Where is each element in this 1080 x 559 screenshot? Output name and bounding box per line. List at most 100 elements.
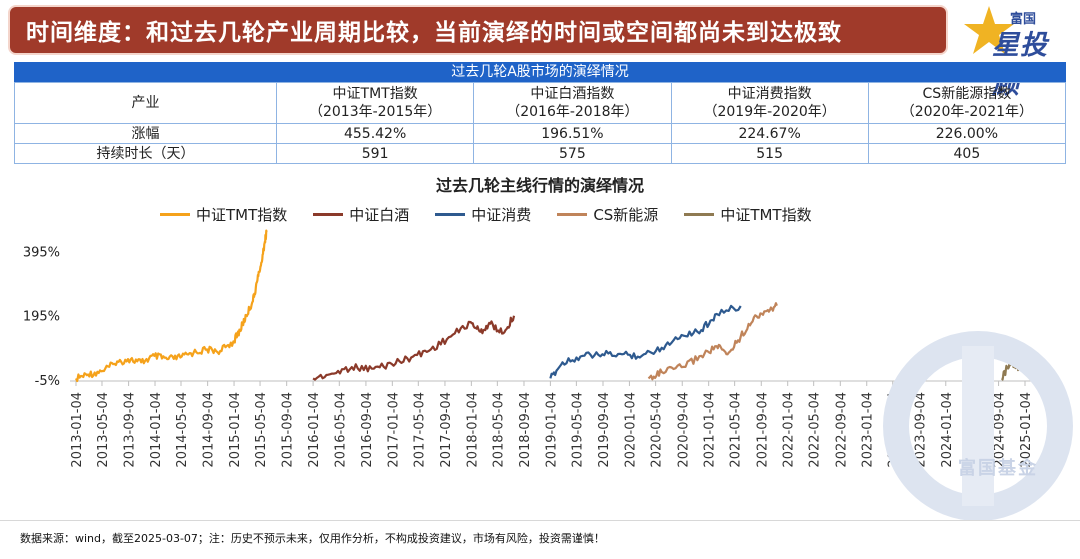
x-tick-label: 2021-09-04: [755, 392, 770, 468]
table-cell: 515: [670, 143, 869, 164]
y-tick-label: -5%: [35, 374, 60, 389]
cell-text: 中证白酒指数: [530, 86, 615, 102]
cell-text: 405: [953, 145, 981, 162]
x-tick-label: 2017-05-04: [412, 392, 427, 468]
series-line: [549, 304, 742, 379]
market-table: 过去几轮A股市场的演绎情况 产业 中证TMT指数 （2013年-2015年） 中证白酒…: [14, 62, 1067, 164]
x-tick-label: 2024-01-04: [940, 392, 955, 468]
x-tick-label: 2016-01-04: [307, 392, 322, 468]
x-tick-label: 2013-05-04: [96, 392, 111, 468]
x-tick-label: 2023-01-04: [861, 392, 876, 468]
y-tick-label: 395%: [23, 245, 60, 260]
x-tick-label: 2023-09-04: [913, 392, 928, 468]
legend-label: 中证TMT指数: [196, 205, 288, 224]
x-tick-label: 2017-01-04: [386, 392, 401, 468]
x-tick-label: 2018-01-04: [465, 392, 480, 468]
page-title: 时间维度：和过去几轮产业周期比较，当前演绎的时间或空间都尚未到达极致: [26, 20, 842, 46]
legend-swatch: [557, 212, 588, 216]
cell-text: 226.00%: [935, 125, 999, 142]
table-cell: 中证TMT指数 （2013年-2015年）: [275, 82, 475, 124]
cell-text: （2019年-2020年）: [703, 104, 836, 120]
series-line: [647, 302, 778, 381]
x-tick-label: 2019-01-04: [544, 392, 559, 468]
legend-item: CS新能源: [557, 204, 658, 225]
legend-item: 中证TMT指数: [160, 204, 287, 225]
table-cell: 575: [473, 143, 672, 164]
cell-text: 196.51%: [541, 125, 604, 142]
legend-item: 中证TMT指数: [684, 204, 812, 225]
x-tick-label: 2015-05-04: [254, 392, 269, 468]
legend-swatch: [160, 212, 190, 216]
x-tick-label: 2016-05-04: [333, 392, 348, 468]
legend-swatch: [684, 212, 715, 216]
x-tick-label: 2020-01-04: [623, 392, 638, 468]
table-row: 产业 中证TMT指数 （2013年-2015年） 中证白酒指数 （2016年-2018年…: [14, 82, 1067, 124]
x-tick-label: 2013-01-04: [70, 392, 85, 468]
x-tick-label: 2015-01-04: [228, 392, 243, 468]
series-line: [75, 229, 268, 383]
legend-label: 中证消费: [471, 205, 532, 224]
legend-swatch: [435, 212, 466, 216]
footer-note: 数据来源：wind，截至2025-03-07；注：历史不预示未来，仅用作分析，不…: [20, 532, 605, 545]
star-icon: [964, 6, 1014, 54]
chart-title: 过去几轮主线行情的演绎情况: [435, 176, 644, 195]
legend-swatch: [313, 212, 344, 216]
cell-text: 中证消费指数: [727, 86, 812, 102]
x-tick-label: 2014-05-04: [175, 392, 190, 468]
line-chart: 395% 195% -5% 2013-01-04 2013-05-04 2013-09-0…: [23, 229, 1045, 468]
series-line: [312, 315, 516, 381]
legend-item: 中证消费: [435, 204, 531, 225]
table-cell: 226.00%: [867, 123, 1067, 144]
legend-label: 中证白酒: [349, 205, 410, 224]
watermark-text: 富国基金: [958, 458, 1038, 479]
table-caption: 过去几轮A股市场的演绎情况: [14, 62, 1066, 82]
cell-text: 591: [361, 145, 389, 162]
x-tick-label: 2021-05-04: [729, 392, 744, 468]
cell-text: CS新能源指数: [922, 86, 1012, 102]
x-tick-label: 2018-05-04: [491, 392, 506, 468]
cell-text: 中证TMT指数: [332, 86, 418, 102]
x-tick-label: 2018-09-04: [518, 392, 533, 468]
legend-item: 中证白酒: [313, 204, 409, 225]
x-tick-label: 2014-01-04: [149, 392, 164, 468]
x-tick-label: 2025-01-04: [1019, 392, 1034, 468]
row-label: 产业: [14, 82, 277, 124]
chart-legend: 中证TMT指数 中证白酒 中证消费 CS新能源 中证TMT指数: [160, 203, 838, 225]
x-tick-label: 2024-09-04: [993, 392, 1008, 468]
table-cell: 455.42%: [275, 123, 475, 144]
y-tick-label: 195%: [23, 310, 60, 325]
info-table: 产业 中证TMT指数 （2013年-2015年） 中证白酒指数 （2016年-2018年…: [14, 82, 1067, 164]
table-row: 持续时长（天） 591 575 515 405: [14, 143, 1067, 164]
x-tick-label: 2019-05-04: [570, 392, 585, 468]
footer-divider: [0, 520, 1080, 521]
logo-small-text: 富国: [1010, 12, 1037, 27]
x-tick-label: 2022-09-04: [834, 392, 849, 468]
x-tick-label: 2022-05-04: [808, 392, 823, 468]
cell-text: 515: [756, 145, 783, 162]
legend-label: 中证TMT指数: [720, 205, 812, 224]
table-cell: CS新能源指数 （2020年-2021年）: [867, 82, 1067, 124]
x-tick-label: 2013-09-04: [123, 392, 138, 468]
x-tick-label: 2016-09-04: [360, 392, 375, 468]
cell-text: （2020年-2021年）: [900, 104, 1034, 120]
x-tick-label: 2017-09-04: [439, 392, 454, 468]
table-cell: 405: [867, 143, 1067, 164]
legend-label: CS新能源: [593, 205, 659, 224]
cell-text: （2016年-2018年）: [506, 104, 639, 120]
x-tick-label: 2022-01-04: [782, 392, 797, 468]
table-cell: 591: [275, 143, 475, 164]
row-label: 持续时长（天）: [14, 143, 277, 164]
x-tick-label: 2015-09-04: [281, 392, 296, 468]
watermark-logo: [883, 331, 1073, 521]
cell-text: 575: [559, 145, 586, 162]
cell-text: （2013年-2015年）: [308, 104, 442, 120]
x-tick-label: 2014-09-04: [202, 392, 217, 468]
cell-text: 455.42%: [343, 125, 407, 142]
cell-text: 224.67%: [738, 125, 801, 142]
x-tick-label: 2020-05-04: [650, 392, 665, 468]
x-tick-label: 2020-09-04: [676, 392, 691, 468]
title-banner: 时间维度：和过去几轮产业周期比较，当前演绎的时间或空间都尚未到达极致: [8, 5, 948, 55]
table-cell: 中证白酒指数 （2016年-2018年）: [473, 82, 672, 124]
x-tick-label: 2021-01-04: [703, 392, 718, 468]
x-tick-label: 2019-09-04: [597, 392, 612, 468]
